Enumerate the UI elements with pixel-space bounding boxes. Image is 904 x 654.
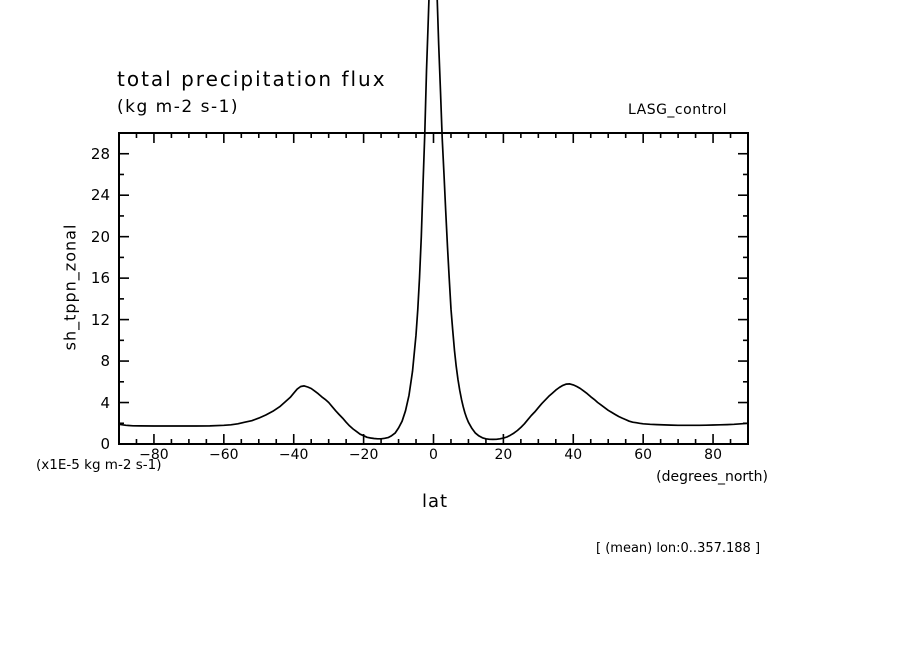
y-tick-label: 28	[90, 144, 110, 163]
plot-frame	[118, 132, 749, 445]
y-tick-label: 4	[100, 393, 110, 412]
mean-lon-annotation: [ (mean) lon:0..357.188 ]	[596, 541, 761, 556]
x-tick-label: 20	[494, 447, 513, 463]
y-tick-label: 16	[90, 269, 110, 288]
x-tick-label: 0	[429, 447, 438, 463]
y-tick-label: 20	[90, 227, 110, 246]
x-tick-label: −40	[278, 447, 309, 463]
y-tick-label: 24	[90, 186, 110, 205]
x-tick-label: 80	[704, 447, 723, 463]
x-axis-units: (degrees_north)	[656, 469, 768, 485]
x-tick-label: −80	[139, 447, 169, 463]
data-curve	[118, 0, 749, 441]
dataset-label: LASG_control	[628, 102, 727, 118]
chart-title-units: (kg m-2 s-1)	[117, 97, 240, 117]
x-axis-title: lat	[421, 491, 449, 512]
y-scale-note: (x1E-5 kg m-2 s-1)	[36, 457, 162, 473]
chart-title: total precipitation flux	[117, 67, 387, 91]
x-tick-label: −60	[209, 447, 239, 463]
y-tick-label: 12	[90, 310, 110, 329]
y-tick-label: 8	[100, 352, 110, 371]
y-tick-label: 0	[100, 435, 110, 453]
x-tick-label: 40	[564, 447, 583, 463]
x-tick-label: −20	[348, 447, 379, 463]
x-tick-label: 60	[634, 447, 653, 463]
